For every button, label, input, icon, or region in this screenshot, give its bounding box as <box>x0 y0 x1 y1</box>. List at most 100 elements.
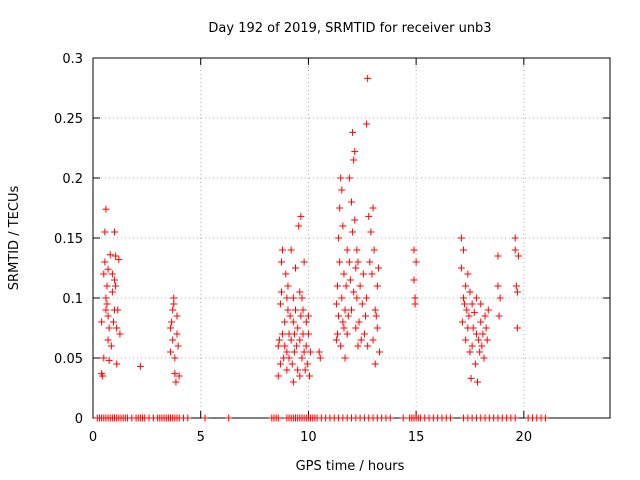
data-point <box>172 378 180 386</box>
data-point <box>333 330 341 338</box>
data-point <box>274 372 282 380</box>
data-point <box>104 336 112 344</box>
data-point <box>304 312 312 320</box>
data-point <box>102 205 110 213</box>
data-point <box>340 324 348 332</box>
data-point <box>296 372 304 380</box>
data-point <box>495 312 503 320</box>
data-point <box>342 282 350 290</box>
data-point <box>274 414 282 422</box>
data-point <box>461 300 469 308</box>
data-point <box>411 294 419 302</box>
data-point <box>364 342 372 350</box>
data-point <box>475 336 483 344</box>
data-point <box>304 330 312 338</box>
data-point <box>468 342 476 350</box>
data-point <box>286 312 294 320</box>
axis-ticks: 0 0.05 0.1 0.15 0.2 0.25 0.3 0 5 10 15 20 <box>54 52 610 445</box>
data-point <box>355 318 363 326</box>
data-point <box>349 128 357 136</box>
data-point <box>115 256 123 264</box>
data-point <box>301 366 309 374</box>
data-point <box>168 318 176 326</box>
data-point <box>348 198 355 206</box>
data-point <box>373 282 381 290</box>
data-point <box>291 264 299 272</box>
data-point <box>303 360 311 368</box>
data-point <box>302 318 310 326</box>
data-point <box>106 251 114 259</box>
plot-frame <box>92 57 611 419</box>
data-point <box>483 336 491 344</box>
data-point <box>283 294 291 302</box>
data-point <box>335 234 343 242</box>
data-point <box>470 308 478 316</box>
data-point <box>335 312 343 320</box>
data-point <box>371 306 379 314</box>
data-point <box>300 258 308 266</box>
data-point <box>98 318 106 326</box>
data-point <box>170 300 178 308</box>
data-point <box>349 228 357 236</box>
data-point <box>512 282 520 290</box>
data-point <box>101 258 109 266</box>
data-point <box>225 414 233 422</box>
data-point <box>101 228 109 236</box>
data-point <box>465 312 473 320</box>
data-point <box>315 348 323 356</box>
data-point <box>102 306 110 314</box>
data-point <box>479 330 487 338</box>
data-points <box>93 74 549 422</box>
data-point <box>275 336 283 344</box>
data-point <box>116 330 124 338</box>
data-point <box>100 270 108 278</box>
data-point <box>293 342 301 350</box>
data-point <box>296 336 304 344</box>
data-point <box>466 288 474 296</box>
data-point <box>471 360 479 368</box>
data-point <box>341 306 349 314</box>
data-point <box>105 356 113 364</box>
data-point <box>291 306 299 314</box>
data-point <box>511 414 519 422</box>
data-point <box>100 354 108 362</box>
y-axis-label: SRMTID / TECUs <box>7 186 22 291</box>
data-point <box>496 294 504 302</box>
data-point <box>467 374 475 382</box>
data-point <box>469 324 477 332</box>
data-point <box>105 324 113 332</box>
data-point <box>300 348 308 356</box>
data-point <box>109 318 117 326</box>
data-point <box>372 312 380 320</box>
data-point <box>103 282 111 290</box>
data-point <box>173 312 181 320</box>
data-point <box>288 360 296 368</box>
data-point <box>298 294 306 302</box>
data-point <box>171 370 179 378</box>
data-point <box>281 342 289 350</box>
data-point <box>336 204 344 212</box>
data-point <box>170 294 178 302</box>
data-point <box>350 288 358 296</box>
data-point <box>295 222 303 230</box>
data-point <box>113 360 121 368</box>
data-point <box>482 324 490 332</box>
data-point <box>352 264 360 272</box>
data-point <box>366 258 374 266</box>
data-point <box>112 282 120 290</box>
data-point <box>276 360 284 368</box>
data-point <box>353 294 361 302</box>
data-point <box>299 306 307 314</box>
data-point <box>279 246 287 254</box>
data-point <box>411 300 419 308</box>
data-point <box>282 270 290 278</box>
data-point <box>344 312 352 320</box>
data-point <box>290 348 298 356</box>
data-point <box>458 318 466 326</box>
data-point <box>167 324 175 332</box>
data-point <box>167 348 175 356</box>
data-point <box>513 288 521 296</box>
data-point <box>294 324 302 332</box>
data-point <box>357 336 365 344</box>
data-point <box>104 265 112 273</box>
